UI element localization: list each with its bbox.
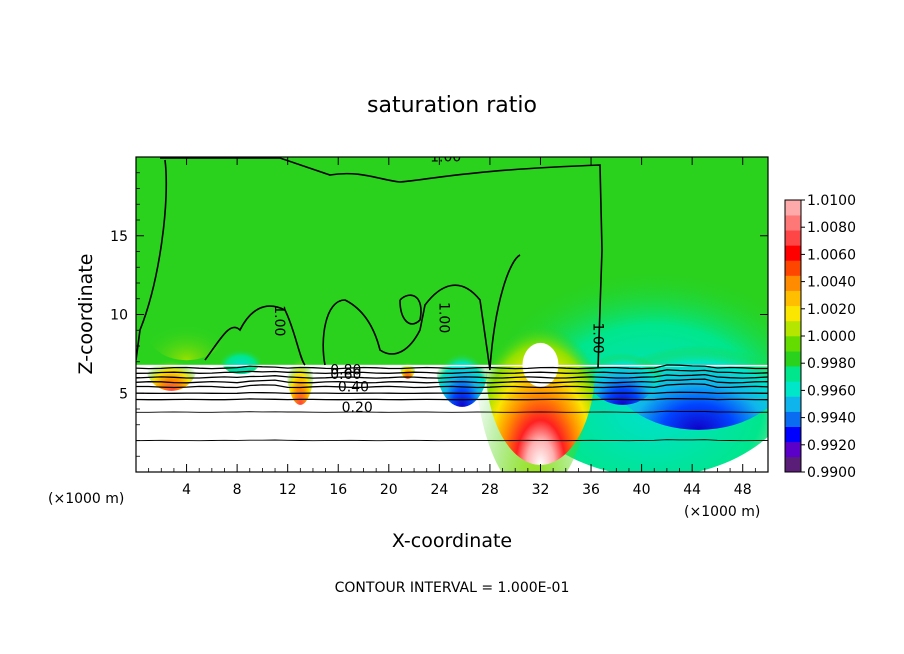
x-tick-label: 32 — [532, 482, 550, 498]
x-tick-label: 24 — [430, 482, 448, 498]
colorbar-swatch — [785, 456, 801, 473]
colorbar-label: 1.0060 — [807, 247, 856, 263]
y-axis-label: Z-coordinate — [75, 254, 97, 375]
contour-line — [204, 305, 306, 366]
colorbar-swatch — [785, 215, 801, 231]
x-tick-label: 40 — [633, 482, 651, 498]
colorbar-label: 1.0080 — [807, 220, 856, 236]
contour-label: 1.00 — [271, 305, 287, 336]
y-tick-label: 10 — [110, 308, 128, 324]
contour-label: 1.00 — [430, 150, 461, 166]
contour-line — [160, 157, 603, 369]
colorbar-label: 0.9900 — [807, 465, 856, 481]
x-tick-label: 8 — [233, 482, 242, 498]
layer-edge — [136, 364, 768, 367]
colorbar-swatch — [785, 320, 801, 337]
contour-line — [489, 254, 521, 369]
colorbar-swatch — [785, 426, 801, 443]
lime-blob — [146, 300, 227, 361]
colorbar-swatch — [785, 336, 801, 352]
chart-title: saturation ratio — [367, 93, 537, 118]
x-tick-label: 48 — [734, 482, 752, 498]
x-unit-right: (×1000 m) — [684, 504, 760, 520]
colorbar-swatch — [785, 260, 801, 276]
contour-line — [136, 383, 768, 389]
colorbar-swatch — [785, 351, 801, 367]
contour-label: 0.20 — [342, 400, 373, 416]
contour-label: 0.40 — [338, 380, 369, 396]
contour-line — [136, 439, 768, 442]
contour-line — [136, 373, 768, 379]
plot-area: 1.00 1.00 1.00 1.00 0.800.600.40 0.20 — [136, 150, 768, 472]
contour-label: 1.00 — [590, 323, 606, 354]
colorbar-swatch — [785, 366, 801, 382]
colorbar-swatch — [785, 411, 801, 427]
colorbar-swatch — [785, 441, 801, 458]
colorbar-swatch — [785, 230, 801, 246]
x-tick-label: 16 — [329, 482, 347, 498]
contour-line — [136, 410, 768, 413]
colorbar-swatch — [785, 200, 801, 216]
contour-line — [136, 391, 768, 395]
colorbar-swatch — [785, 290, 801, 307]
colorbar-swatch — [785, 275, 801, 291]
contour-line — [136, 159, 168, 361]
x-tick-label: 4 — [182, 482, 191, 498]
x-unit-left: (×1000 m) — [48, 491, 124, 507]
colorbar-label: 1.0000 — [807, 329, 856, 345]
x-tick-label: 20 — [380, 482, 398, 498]
contour-line — [136, 398, 768, 401]
contour-line — [322, 284, 491, 371]
colorbar-label: 0.9980 — [807, 356, 856, 372]
contour-line — [136, 369, 768, 375]
colorbar: 1.0100 1.0080 1.0060 1.0040 1.0020 1.0000 0.99… — [784, 193, 856, 481]
colorbar-label: 0.9960 — [807, 383, 856, 399]
colorbar-label: 1.0020 — [807, 302, 856, 318]
x-tick-label: 44 — [683, 482, 701, 498]
colorbar-swatch — [785, 245, 801, 261]
colorbar-swatch — [785, 305, 801, 322]
contour-label: 0.80 — [330, 362, 361, 378]
x-axis-label: X-coordinate — [392, 530, 512, 552]
colorbar-label: 1.0100 — [807, 193, 856, 209]
contour-label: 0.60 — [330, 367, 361, 383]
x-tick-label: 12 — [279, 482, 297, 498]
contour-line — [399, 294, 422, 325]
y-tick-label: 15 — [110, 229, 128, 245]
colorbar-label: 0.9920 — [807, 438, 856, 454]
contour-interval-footer: CONTOUR INTERVAL = 1.000E-01 — [335, 580, 570, 596]
colorbar-label: 1.0040 — [807, 275, 856, 291]
contour-label: 1.00 — [435, 302, 451, 333]
x-tick-label: 36 — [582, 482, 600, 498]
x-tick-label: 28 — [481, 482, 499, 498]
colorbar-swatch — [785, 381, 801, 397]
y-tick-label: 5 — [119, 386, 128, 402]
contour-line — [136, 378, 768, 384]
colorbar-swatch — [785, 396, 801, 412]
contour-line — [136, 364, 768, 370]
colorbar-label: 0.9940 — [807, 411, 856, 427]
cyan-blob — [220, 346, 261, 375]
